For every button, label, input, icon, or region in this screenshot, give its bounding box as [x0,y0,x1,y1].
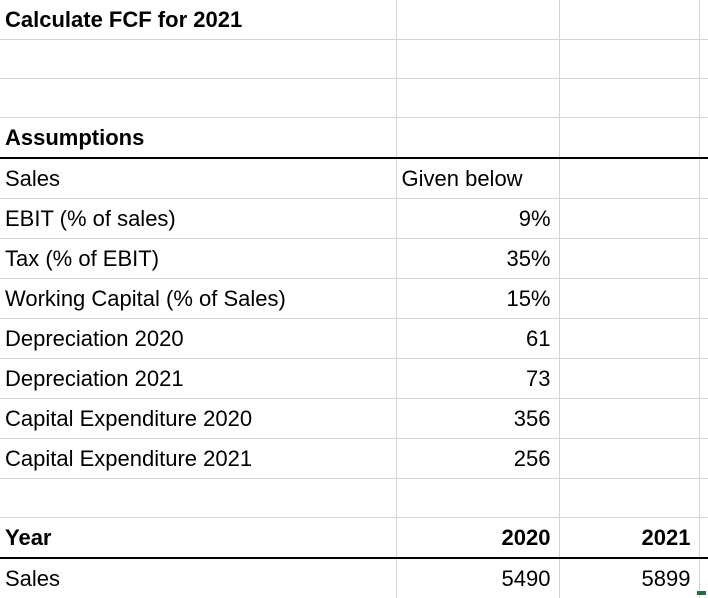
assumption-value-cell[interactable]: 35% [396,238,560,279]
empty-cell[interactable] [559,117,700,159]
empty-cell[interactable] [559,158,700,199]
empty-cell[interactable] [559,438,700,479]
empty-cell[interactable] [559,0,700,40]
empty-cell[interactable] [396,78,560,118]
empty-cell[interactable] [699,358,708,399]
assumption-value-cell[interactable]: 61 [396,318,560,359]
assumption-row: Working Capital (% of Sales) 15% [0,278,708,319]
assumption-label-cell[interactable]: Depreciation 2020 [0,318,397,359]
row-assumptions-heading: Assumptions [0,117,708,159]
assumption-row: Sales Given below [0,158,708,199]
assumption-row: Depreciation 2020 61 [0,318,708,359]
empty-cell[interactable] [559,318,700,359]
row-blank [0,478,708,518]
empty-cell[interactable] [559,398,700,439]
year-2020-cell[interactable]: 2020 [396,517,560,559]
assumption-value-cell[interactable]: 73 [396,358,560,399]
empty-cell[interactable] [559,238,700,279]
empty-cell[interactable] [699,238,708,279]
sales-2021-cell[interactable]: 5899 [559,558,700,598]
empty-cell[interactable] [699,198,708,239]
assumption-label-cell[interactable]: Tax (% of EBIT) [0,238,397,279]
empty-cell[interactable] [0,39,397,79]
assumption-row: Depreciation 2021 73 [0,358,708,399]
assumption-label-cell[interactable]: Capital Expenditure 2020 [0,398,397,439]
empty-cell[interactable] [699,39,708,79]
assumption-value-cell[interactable]: 15% [396,278,560,319]
empty-cell[interactable] [699,278,708,319]
row-blank [0,78,708,118]
assumption-value-cell[interactable]: Given below [396,158,560,199]
empty-cell[interactable] [699,438,708,479]
assumption-label-cell[interactable]: EBIT (% of sales) [0,198,397,239]
year-2021-cell[interactable]: 2021 [559,517,700,559]
row-title: Calculate FCF for 2021 [0,0,708,40]
assumption-row: Capital Expenditure 2021 256 [0,438,708,479]
empty-cell[interactable] [559,278,700,319]
assumption-value-cell[interactable]: 256 [396,438,560,479]
empty-cell[interactable] [699,117,708,159]
assumption-value-cell[interactable]: 356 [396,398,560,439]
year-header-label-cell[interactable]: Year [0,517,397,559]
empty-cell[interactable] [396,478,560,518]
empty-cell[interactable] [559,78,700,118]
empty-cell[interactable] [559,358,700,399]
row-sales: Sales 5490 5899 [0,558,708,598]
empty-cell[interactable] [699,78,708,118]
assumptions-heading-cell[interactable]: Assumptions [0,117,397,159]
row-year-header: Year 2020 2021 [0,517,708,559]
assumption-label-cell[interactable]: Capital Expenditure 2021 [0,438,397,479]
empty-cell[interactable] [396,0,560,40]
empty-cell[interactable] [699,478,708,518]
title-cell[interactable]: Calculate FCF for 2021 [0,0,397,40]
assumption-value-cell[interactable]: 9% [396,198,560,239]
sales-label-cell[interactable]: Sales [0,558,397,598]
sales-2020-cell[interactable]: 5490 [396,558,560,598]
assumption-row: EBIT (% of sales) 9% [0,198,708,239]
empty-cell[interactable] [699,517,708,559]
empty-cell[interactable] [559,198,700,239]
empty-cell[interactable] [699,398,708,439]
empty-cell[interactable] [699,158,708,199]
empty-cell[interactable] [699,0,708,40]
row-blank [0,39,708,79]
empty-cell[interactable] [396,117,560,159]
assumption-label-cell[interactable]: Working Capital (% of Sales) [0,278,397,319]
empty-cell[interactable] [559,478,700,518]
assumption-label-cell[interactable]: Depreciation 2021 [0,358,397,399]
empty-cell[interactable] [559,39,700,79]
assumption-row: Capital Expenditure 2020 356 [0,398,708,439]
selection-fill-handle[interactable] [697,591,706,595]
empty-cell[interactable] [0,78,397,118]
empty-cell[interactable] [396,39,560,79]
assumption-row: Tax (% of EBIT) 35% [0,238,708,279]
empty-cell[interactable] [699,318,708,359]
assumption-label-cell[interactable]: Sales [0,158,397,199]
empty-cell[interactable] [0,478,397,518]
